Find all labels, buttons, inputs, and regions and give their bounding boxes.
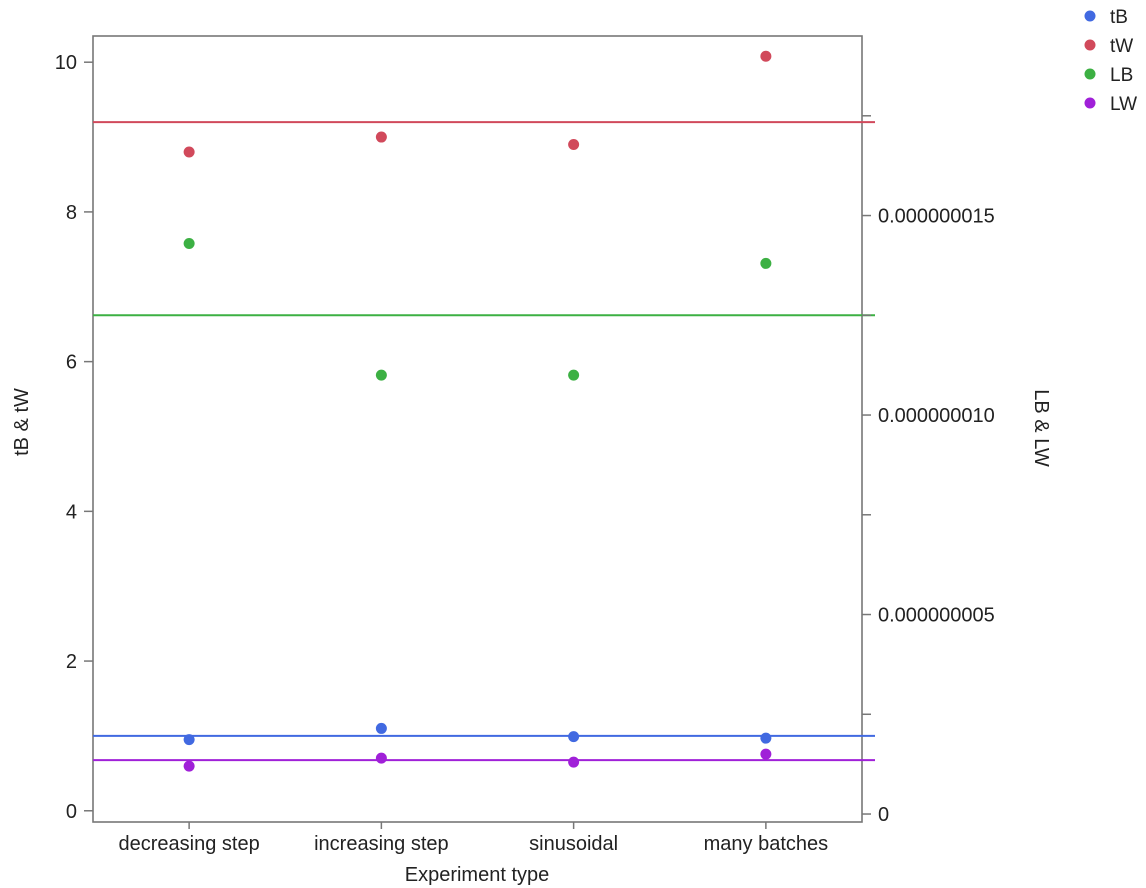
- legend-marker-tB: [1084, 10, 1096, 22]
- point-LW: [760, 748, 772, 760]
- point-LB: [568, 369, 580, 381]
- point-tW: [183, 146, 195, 158]
- y-axis-title: tB & tW: [11, 388, 33, 456]
- y2-tick-label: 0.000000005: [878, 605, 995, 627]
- point-tB: [375, 722, 387, 734]
- y-tick-label: 8: [66, 202, 77, 224]
- plot-border: [92, 35, 863, 823]
- x-tick-label: sinusoidal: [529, 833, 618, 855]
- point-LW: [568, 756, 580, 768]
- right-axis: 0 0.000000005 0.000000010 0.000000015: [862, 115, 995, 826]
- left-axis: 0 2 4 6 8 10: [55, 52, 93, 823]
- x-axis: decreasing step increasing step sinusoidal…: [119, 822, 829, 855]
- x-tick-label: many batches: [704, 833, 829, 855]
- point-tW: [760, 50, 772, 62]
- point-LW: [183, 760, 195, 772]
- y2-tick-label: 0.000000010: [878, 405, 995, 427]
- point-tB: [183, 734, 195, 746]
- legend-label: LB: [1110, 65, 1133, 86]
- legend-marker-LW: [1084, 97, 1096, 109]
- legend-label: LW: [1110, 94, 1137, 115]
- y-tick-label: 6: [66, 352, 77, 374]
- y2-axis-title: LB & LW: [1030, 389, 1052, 467]
- x-axis-title: Experiment type: [405, 864, 550, 886]
- x-tick-label: decreasing step: [119, 833, 260, 855]
- point-tB: [760, 732, 772, 744]
- y2-tick-label: 0.000000015: [878, 206, 995, 228]
- data-points: [183, 50, 772, 772]
- legend-marker-tW: [1084, 39, 1096, 51]
- y-tick-label: 0: [66, 801, 77, 823]
- point-LW: [375, 752, 387, 764]
- legend: tB tW LB LW: [1084, 7, 1137, 115]
- x-tick-label: increasing step: [314, 833, 449, 855]
- legend-marker-LB: [1084, 68, 1096, 80]
- point-tB: [568, 731, 580, 743]
- point-LB: [183, 237, 195, 249]
- point-tW: [568, 139, 580, 151]
- y-tick-label: 2: [66, 651, 77, 673]
- y-tick-label: 4: [66, 501, 77, 523]
- legend-label: tB: [1110, 7, 1128, 28]
- plot-frame: [92, 35, 863, 823]
- point-LB: [375, 369, 387, 381]
- mean-lines: [93, 121, 875, 762]
- point-tW: [375, 131, 387, 143]
- y2-tick-label: 0: [878, 804, 889, 826]
- point-LB: [760, 257, 772, 269]
- y-tick-label: 10: [55, 52, 77, 74]
- legend-label: tW: [1110, 36, 1133, 57]
